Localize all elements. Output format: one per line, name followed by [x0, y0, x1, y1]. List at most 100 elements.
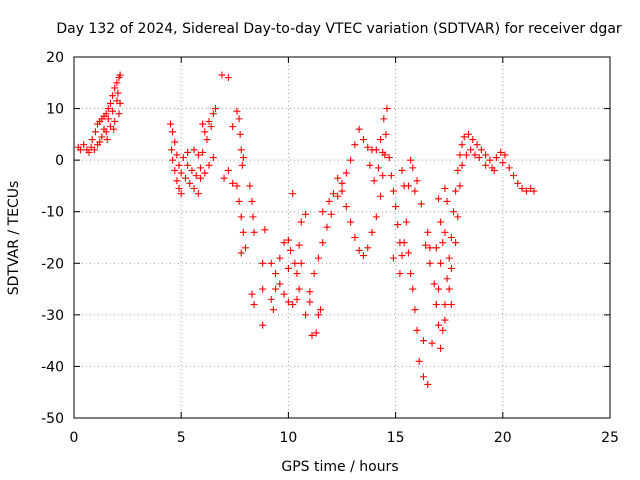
data-point-marker	[249, 213, 257, 221]
data-point-marker	[212, 105, 220, 113]
data-point-marker	[261, 226, 269, 234]
y-tick-label: -20	[41, 256, 64, 272]
data-point-marker	[430, 280, 438, 288]
data-point-marker	[329, 190, 337, 198]
data-point-marker	[233, 182, 241, 190]
data-point-marker	[111, 117, 119, 125]
data-point-marker	[259, 321, 267, 329]
data-point-marker	[229, 179, 237, 187]
data-point-marker	[443, 197, 451, 205]
data-point-marker	[91, 128, 99, 136]
data-point-marker	[236, 130, 244, 138]
data-point-marker	[482, 151, 490, 159]
data-point-marker	[246, 182, 254, 190]
data-point-marker	[169, 128, 177, 136]
data-point-marker	[229, 123, 237, 131]
data-point-marker	[382, 130, 390, 138]
data-point-marker	[237, 249, 245, 257]
y-tick-labels: -50 -40 -30 -20 -10 0 10 20	[41, 50, 64, 427]
data-point-marker	[482, 161, 490, 169]
data-point-marker	[242, 244, 250, 252]
data-point-marker	[287, 246, 295, 254]
data-point-marker	[237, 213, 245, 221]
data-point-marker	[295, 285, 303, 293]
data-point-marker	[389, 187, 397, 195]
data-point-marker	[447, 301, 455, 309]
data-point-marker	[104, 115, 112, 123]
data-point-marker	[452, 239, 460, 247]
data-point-marker	[355, 246, 363, 254]
data-point-marker	[347, 156, 355, 164]
data-point-marker	[194, 151, 202, 159]
data-point-marker	[398, 252, 406, 260]
data-point-marker	[218, 71, 226, 79]
data-point-marker	[177, 169, 185, 177]
data-point-marker	[370, 177, 378, 185]
data-point-marker	[364, 143, 372, 151]
data-point-marker	[428, 339, 436, 347]
data-point-marker	[441, 301, 449, 309]
data-point-marker	[379, 172, 387, 180]
x-tick-label: 0	[70, 430, 79, 446]
data-point-marker	[499, 159, 507, 167]
data-point-marker	[205, 161, 213, 169]
data-point-marker	[224, 166, 232, 174]
data-point-marker	[196, 164, 204, 172]
data-point-marker	[284, 298, 292, 306]
x-tick-labels: 0 5 10 15 20 25	[70, 430, 619, 446]
data-point-marker	[184, 161, 192, 169]
data-point-marker	[467, 146, 475, 154]
data-point-marker	[192, 172, 200, 180]
data-point-marker	[342, 169, 350, 177]
data-point-marker	[103, 136, 111, 144]
data-point-marker	[306, 288, 314, 296]
data-point-marker	[411, 306, 419, 314]
data-point-marker	[437, 259, 445, 267]
data-points	[74, 71, 538, 388]
data-point-marker	[190, 185, 198, 193]
data-point-marker	[407, 270, 415, 278]
data-point-marker	[314, 254, 322, 262]
data-point-marker	[88, 136, 96, 144]
data-point-marker	[184, 148, 192, 156]
data-point-marker	[359, 136, 367, 144]
data-point-marker	[338, 179, 346, 187]
data-point-marker	[177, 190, 185, 198]
data-point-marker	[293, 295, 301, 303]
data-point-marker	[432, 301, 440, 309]
data-point-marker	[469, 136, 477, 144]
data-point-marker	[368, 228, 376, 236]
data-point-marker	[398, 166, 406, 174]
data-point-marker	[291, 259, 299, 267]
data-point-marker	[237, 146, 245, 154]
data-point-marker	[166, 120, 174, 128]
data-point-marker	[449, 208, 457, 216]
data-point-marker	[203, 136, 211, 144]
data-point-marker	[220, 174, 228, 182]
data-point-marker	[308, 331, 316, 339]
data-point-marker	[171, 138, 179, 146]
data-point-marker	[486, 156, 494, 164]
data-point-marker	[434, 321, 442, 329]
data-point-marker	[267, 295, 275, 303]
data-point-marker	[201, 169, 209, 177]
data-point-marker	[310, 270, 318, 278]
data-point-marker	[434, 285, 442, 293]
data-point-marker	[194, 190, 202, 198]
data-point-marker	[235, 115, 243, 123]
data-point-marker	[355, 125, 363, 133]
data-point-marker	[404, 182, 412, 190]
data-point-marker	[477, 146, 485, 154]
data-point-marker	[312, 329, 320, 337]
data-point-marker	[295, 241, 303, 249]
x-tick-label: 20	[494, 430, 512, 446]
data-point-marker	[492, 154, 500, 162]
gridlines	[74, 57, 610, 418]
data-point-marker	[325, 197, 333, 205]
data-point-marker	[385, 154, 393, 162]
data-point-marker	[374, 164, 382, 172]
data-point-marker	[297, 259, 305, 267]
data-point-marker	[518, 185, 526, 193]
data-point-marker	[289, 301, 297, 309]
